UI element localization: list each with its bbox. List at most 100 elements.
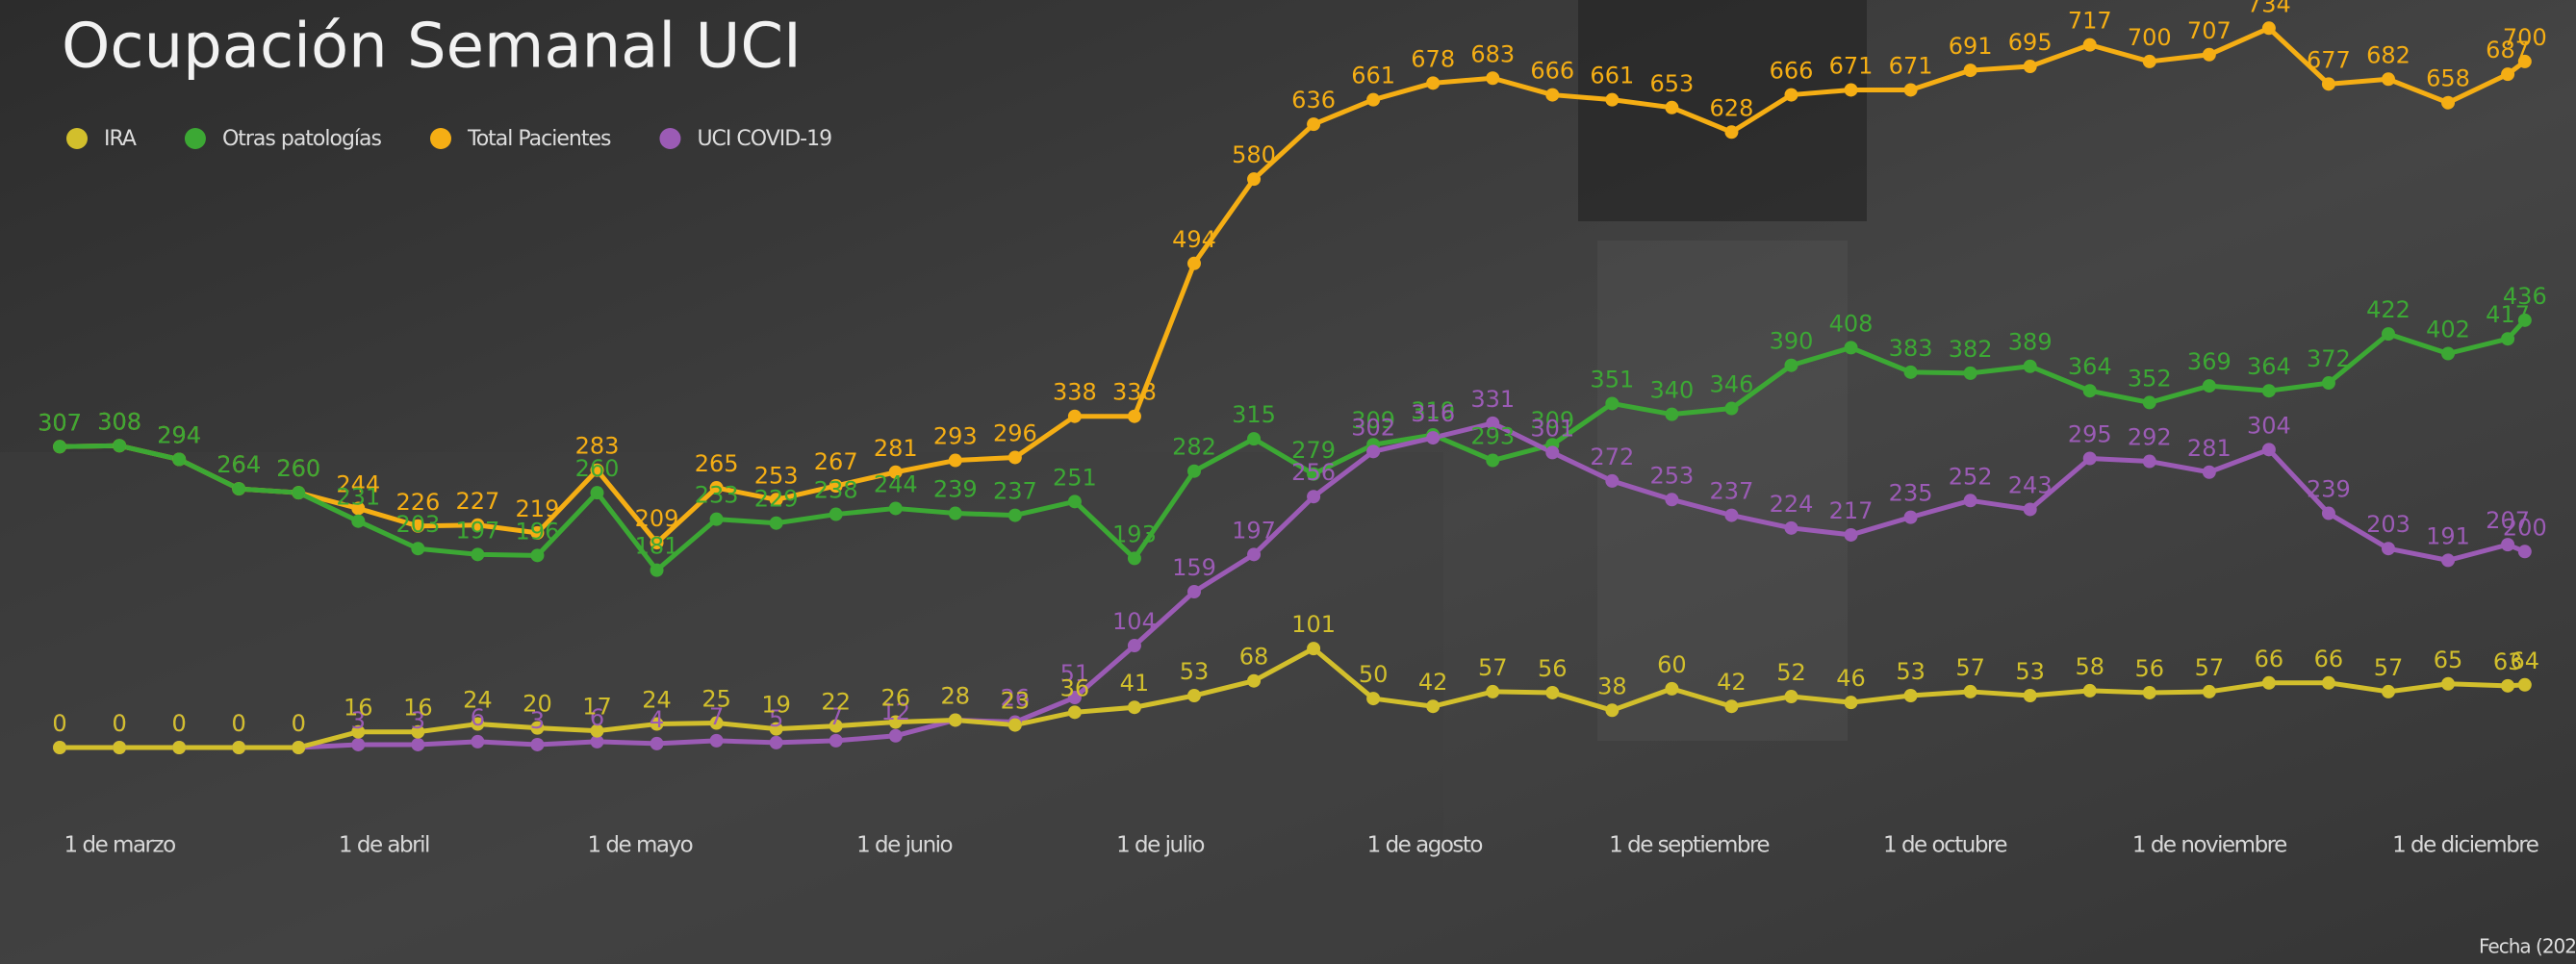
data-point: [1903, 689, 1918, 703]
data-point: [1186, 585, 1201, 599]
data-label: 57: [2374, 654, 2404, 681]
data-label: 282: [1172, 434, 1216, 461]
data-point: [1665, 493, 1679, 507]
data-label: 3: [530, 707, 545, 734]
data-label: 237: [993, 478, 1037, 505]
data-point: [1247, 172, 1262, 187]
data-point: [1426, 76, 1441, 90]
data-label: 436: [2503, 283, 2547, 310]
data-point: [2261, 21, 2276, 36]
data-point: [1665, 407, 1679, 421]
data-point: [590, 723, 604, 738]
data-label: 0: [52, 710, 66, 737]
data-point: [2517, 545, 2532, 559]
data-point: [2381, 72, 2395, 87]
data-point: [530, 525, 545, 540]
data-label: 283: [575, 433, 620, 460]
data-label: 56: [2135, 655, 2165, 682]
data-point: [1186, 256, 1201, 270]
data-label: 628: [1710, 94, 1754, 121]
data-label: 207: [2486, 507, 2530, 534]
data-point: [1486, 71, 1500, 86]
data-point: [2321, 77, 2335, 91]
data-point: [1844, 527, 1858, 542]
data-label: 217: [1829, 497, 1874, 524]
data-label: 295: [2068, 420, 2112, 447]
data-label: 3: [351, 707, 366, 734]
data-label: 0: [172, 710, 187, 737]
data-label: 682: [2366, 41, 2410, 68]
data-point: [829, 479, 843, 494]
data-point: [471, 734, 485, 748]
data-label: 203: [2366, 511, 2410, 538]
data-label: 580: [1232, 141, 1276, 168]
data-point: [1127, 409, 1141, 423]
data-label: 197: [1232, 517, 1276, 544]
data-point: [292, 486, 306, 500]
data-point: [1545, 685, 1560, 699]
data-label: 671: [1889, 52, 1933, 79]
data-point: [172, 452, 187, 467]
data-label: 197: [455, 517, 499, 544]
data-label: 494: [1172, 226, 1216, 253]
data-point: [1605, 92, 1620, 107]
data-label: 0: [112, 710, 126, 737]
data-label: 52: [1776, 659, 1806, 686]
data-point: [2381, 542, 2395, 556]
data-point: [1007, 450, 1022, 465]
data-point: [1545, 445, 1560, 460]
data-point: [1067, 409, 1082, 423]
data-point: [829, 507, 843, 521]
x-tick-label: 1 de junio: [856, 833, 952, 858]
data-label: 41: [1120, 670, 1150, 697]
data-label: 272: [1590, 444, 1634, 470]
x-tick-label: 1 de marzo: [64, 833, 176, 858]
data-label: 16: [344, 695, 373, 722]
data-label: 695: [2008, 29, 2053, 56]
data-label: 700: [2503, 24, 2547, 51]
data-point: [2142, 454, 2156, 469]
data-point: [1605, 703, 1620, 718]
data-point: [650, 563, 664, 577]
data-label: 302: [1351, 414, 1395, 441]
data-label: 253: [1649, 462, 1694, 489]
data-point: [2501, 678, 2515, 693]
data-point: [53, 741, 67, 754]
data-label: 265: [695, 450, 739, 477]
data-label: 104: [1112, 608, 1157, 635]
data-label: 193: [1112, 520, 1157, 547]
data-point: [1903, 510, 1918, 524]
legend-swatch: [184, 128, 206, 149]
data-point: [411, 542, 425, 556]
data-label: 666: [1530, 58, 1574, 85]
data-point: [2501, 332, 2515, 346]
data-label: 7: [709, 703, 724, 730]
data-label: 191: [2426, 522, 2470, 549]
data-point: [2142, 54, 2156, 68]
data-point: [709, 481, 724, 495]
data-point: [2023, 60, 2037, 74]
data-label: 683: [1470, 40, 1515, 67]
data-label: 5: [769, 705, 783, 732]
data-point: [769, 735, 783, 749]
data-label: 64: [2511, 647, 2540, 674]
data-point: [1963, 366, 1977, 380]
data-point: [1307, 642, 1321, 656]
data-label: 316: [1411, 400, 1455, 427]
data-label: 340: [1649, 377, 1694, 404]
data-label: 671: [1829, 52, 1874, 79]
data-point: [1903, 365, 1918, 379]
data-point: [2023, 359, 2037, 373]
data-label: 252: [1949, 463, 1993, 490]
data-point: [2321, 376, 2335, 391]
data-label: 691: [1949, 33, 1993, 60]
data-point: [1366, 92, 1381, 107]
x-tick-label: 1 de noviembre: [2132, 833, 2286, 858]
data-point: [1067, 705, 1082, 720]
data-point: [1127, 551, 1141, 566]
data-point: [1903, 83, 1918, 97]
data-label: 417: [2486, 301, 2530, 328]
data-point: [1844, 83, 1858, 97]
x-tick-label: 1 de septiembre: [1609, 833, 1769, 858]
